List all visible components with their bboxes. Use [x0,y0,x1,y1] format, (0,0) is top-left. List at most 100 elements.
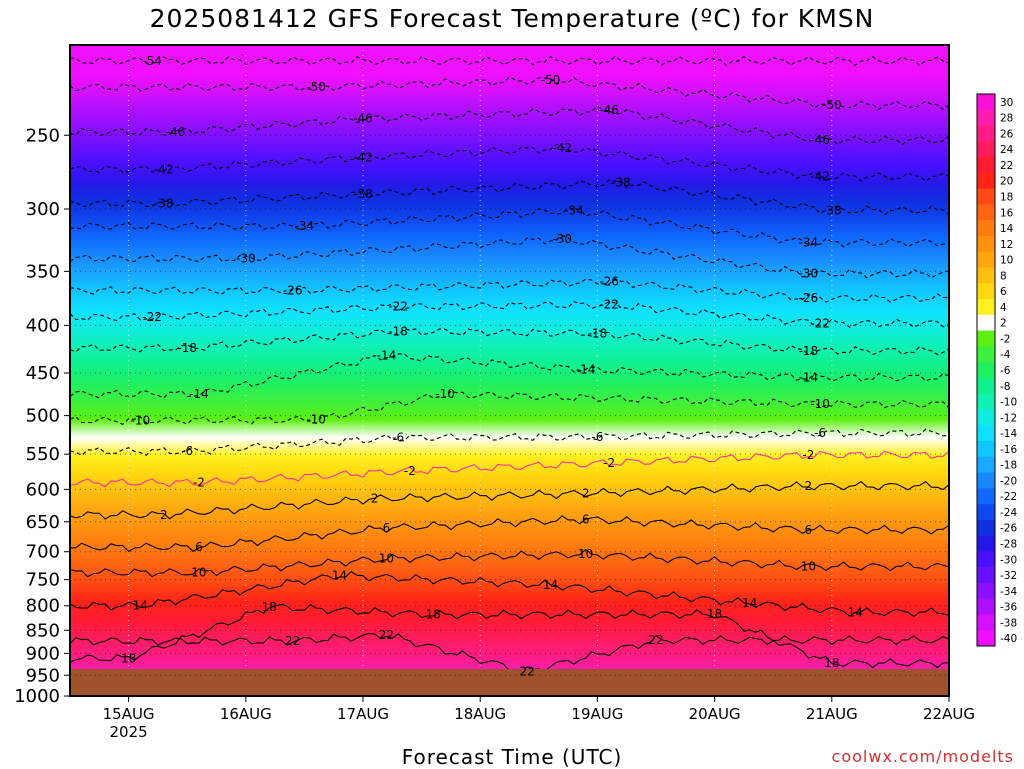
grid-lines [70,45,949,676]
contour-label: -46 [166,125,186,139]
y-tick-label: 450 [26,363,60,384]
contour-line [70,278,949,303]
contour-label: -50 [306,80,326,94]
ground-surface [70,669,949,696]
x-tick-label: 18AUG [454,705,506,723]
colorbar-label: -12 [1000,412,1017,424]
colorbar-label: 22 [1000,160,1013,172]
contour-label: -14 [377,349,397,363]
y-tick-label: 300 [26,199,60,220]
contour-labels: -54 -50 -50 -50 -46 -46 -46 -46 -42 -42 -42 -42 -38 -… [121,54,863,679]
colorbar-label: 28 [1000,113,1013,125]
contour-label: -38 [611,176,631,190]
chart-title: 2025081412 GFS Forecast Temperature (ºC)… [149,4,875,33]
contour-label: 14 [848,605,863,619]
contour-label: -2 [802,448,814,462]
colorbar-label: 30 [1000,97,1013,109]
contour-label: -22 [599,298,619,312]
colorbar-label: -32 [1000,570,1017,582]
y-tick-label: 750 [26,570,60,591]
colorbar-swatch [977,109,995,126]
colorbar-swatch [977,157,995,174]
colorbar-swatch [977,488,995,505]
contour-label: -10 [435,387,455,401]
colorbar-label: 24 [1000,144,1014,156]
colorbar-swatch [977,425,995,442]
y-tick-label: 900 [26,643,60,664]
contour-label: 14 [133,599,148,613]
y-tick-label: 800 [26,596,60,617]
colorbar-label: -4 [1000,349,1011,361]
colorbar-label: -36 [1000,602,1017,614]
contour-label: -6 [591,430,603,444]
contour-label: 22 [285,634,300,648]
contour-label: 6 [582,512,590,526]
contour-label: 22 [648,633,663,647]
x-tick-label: 21AUG [806,705,858,723]
y-tick-label: 250 [26,125,60,146]
contour-line [70,480,949,520]
contour-label: -18 [388,324,408,338]
y-tick-label: 950 [26,665,60,686]
colorbar-swatch [977,519,995,536]
contour-label: 18 [121,651,136,665]
contour-line [70,143,949,182]
contour-label: 2 [805,479,813,493]
colorbar-swatch [977,125,995,142]
contour-label: -2 [404,464,416,478]
contour-label: -2 [193,476,205,490]
colorbar-legend: 30 28 26 24 22 20 18 16 14 12 10 8 6 4 2 -2 -4 -6 -8 -10 -12… [976,93,1017,647]
contour-label: -46 [353,112,373,126]
contour-line [70,105,949,146]
colorbar-label: 4 [1000,302,1007,314]
x-tick-label: 17AUG [337,705,389,723]
contour-label: -42 [353,150,373,164]
x-tick-label: 15AUG [103,705,155,723]
contour-label: 6 [805,523,813,537]
contour-label: -30 [799,267,819,281]
contour-label: 18 [262,600,277,614]
y-axis: 2503003504004505005506006507007508008509… [14,125,70,707]
contour-label: 14 [543,578,558,592]
y-tick-label: 600 [26,479,60,500]
surface-band [70,669,949,696]
colorbar-swatch [977,504,995,521]
colorbar-swatch [977,440,995,458]
x-tick-label: 22AUG [923,705,975,723]
contour-label: 6 [383,521,391,535]
contour-label: -30 [552,232,572,246]
contour-line [70,55,949,67]
contour-label: -42 [810,170,830,184]
contour-label: -46 [599,103,619,117]
contour-label: -26 [599,275,619,289]
colorbar-swatch [977,456,995,473]
colorbar-label: -20 [1000,475,1017,487]
contour-label: 18 [707,607,722,621]
colorbar-swatch [977,630,995,647]
colorbar-label: -34 [1000,586,1017,598]
colorbar-swatch [977,614,995,631]
colorbar-swatch [977,409,995,426]
contour-label: 6 [195,540,203,554]
y-tick-label: 650 [26,512,60,533]
contour-line [70,603,949,669]
colorbar-swatch [977,172,995,189]
colorbar-swatch [977,94,995,111]
colorbar-label: 14 [1000,223,1014,235]
contour-label: -54 [142,54,162,68]
x-tick-sublabel: 2025 [110,723,148,741]
contour-label: 10 [801,559,816,573]
colorbar-label: 18 [1000,192,1013,204]
contour-label: -18 [588,326,608,340]
colorbar-label: -24 [1000,507,1017,519]
contour-label: 14 [742,596,757,610]
contour-line [70,179,949,216]
colorbar-swatch [977,598,995,615]
contour-label: -14 [189,387,209,401]
contour-label: -38 [822,203,842,217]
y-tick-label: 1000 [14,686,60,707]
colorbar-swatch [977,377,995,394]
colorbar-swatch [977,141,995,158]
colorbar-swatch [977,582,995,599]
